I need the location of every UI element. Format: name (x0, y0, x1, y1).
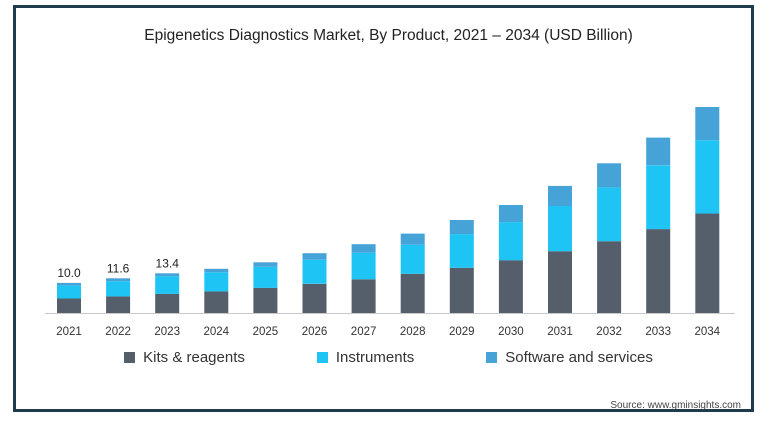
data-label-2021: 10.0 (57, 266, 81, 280)
x-tick-label-2027: 2027 (351, 326, 377, 338)
bar-2034-software-and-services (695, 107, 720, 141)
bar-2025-kits-reagents (253, 287, 278, 313)
legend-swatch-software (486, 352, 498, 363)
bar-2021-kits-reagents (57, 298, 81, 313)
bar-2032-software-and-services (597, 163, 622, 188)
legend-item-instruments: Instruments (316, 349, 415, 366)
bar-2031-kits-reagents (548, 251, 572, 313)
bar-2033-software-and-services (646, 137, 671, 166)
bar-2028-kits-reagents (400, 273, 425, 313)
bar-2021-instruments (57, 285, 81, 299)
x-tick-label-2034: 2034 (695, 326, 721, 338)
bar-2032-instruments (597, 187, 622, 242)
bar-2024-instruments (204, 272, 229, 292)
data-label-2022: 11.6 (107, 261, 130, 275)
bar-2032-kits-reagents (597, 241, 622, 313)
bar-2022-software-and-services (106, 278, 131, 282)
legend-swatch-kits (124, 352, 136, 363)
x-tick-label-2031: 2031 (547, 326, 573, 338)
chart-title: Epigenetics Diagnostics Market, By Produ… (144, 27, 633, 44)
bar-2026-kits-reagents (302, 283, 327, 313)
x-tick-label-2029: 2029 (449, 326, 475, 338)
chart-legend: Kits & reagents Instruments Software and… (0, 349, 777, 366)
bar-2027-software-and-services (351, 244, 376, 253)
x-tick-label-2028: 2028 (400, 326, 426, 338)
x-tick-label-2026: 2026 (302, 326, 328, 338)
x-tick-label-2023: 2023 (154, 326, 180, 338)
bar-2033-instruments (646, 165, 671, 230)
bar-2025-instruments (253, 266, 278, 288)
bar-2030-instruments (498, 222, 523, 261)
x-tick-label-2033: 2033 (645, 326, 671, 338)
bar-2034-instruments (695, 140, 720, 214)
bar-2022-kits-reagents (106, 296, 131, 313)
bar-2025-software-and-services (253, 262, 278, 267)
x-tick-label-2025: 2025 (253, 326, 279, 338)
legend-label-software: Software and services (505, 349, 653, 366)
bar-2026-instruments (302, 259, 327, 284)
data-label-2023: 13.4 (156, 256, 180, 270)
bar-2033-kits-reagents (646, 229, 671, 313)
bar-2030-kits-reagents (498, 260, 523, 313)
x-tick-label-2024: 2024 (204, 326, 230, 338)
source-note: Source: www.gminsights.com (610, 400, 741, 411)
bar-2021-software-and-services (57, 282, 81, 286)
legend-item-software: Software and services (486, 349, 653, 366)
legend-item-kits: Kits & reagents (124, 349, 245, 366)
bar-2022-instruments (106, 281, 131, 297)
legend-label-kits: Kits & reagents (143, 349, 245, 366)
bar-2028-software-and-services (400, 233, 425, 245)
bar-2027-instruments (351, 252, 376, 280)
x-tick-label-2030: 2030 (498, 326, 524, 338)
bar-2024-software-and-services (204, 268, 229, 273)
bar-2023-kits-reagents (155, 293, 180, 313)
bar-2034-kits-reagents (695, 213, 720, 313)
bar-2031-software-and-services (548, 185, 572, 206)
chart-frame (13, 5, 754, 412)
bar-2026-software-and-services (302, 253, 327, 260)
legend-label-instruments: Instruments (335, 349, 415, 366)
legend-swatch-instruments (316, 352, 328, 363)
bar-2029-kits-reagents (449, 267, 474, 313)
bar-2023-software-and-services (155, 273, 180, 277)
bar-2027-kits-reagents (351, 279, 376, 313)
x-tick-label-2021: 2021 (56, 326, 82, 338)
x-tick-label-2022: 2022 (105, 326, 131, 338)
bar-2030-software-and-services (498, 205, 523, 223)
bar-2029-instruments (449, 234, 474, 268)
bar-2023-instruments (155, 276, 180, 294)
bar-2024-kits-reagents (204, 291, 229, 313)
bar-2029-software-and-services (449, 220, 474, 235)
bar-2031-instruments (548, 206, 572, 252)
bar-2028-instruments (400, 244, 425, 274)
x-tick-label-2032: 2032 (596, 326, 622, 338)
